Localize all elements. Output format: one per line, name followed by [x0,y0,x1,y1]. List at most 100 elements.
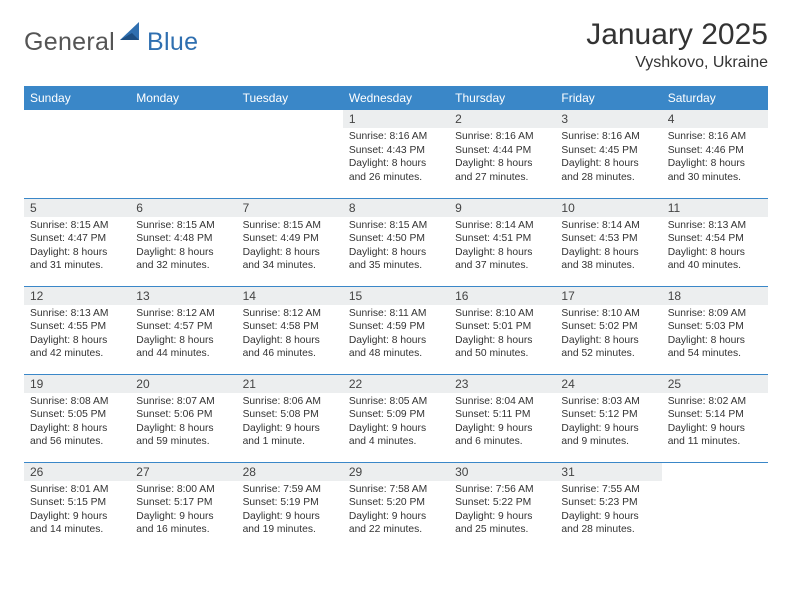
sunrise-text: Sunrise: 8:00 AM [136,483,230,497]
daylight-text: Daylight: 8 hours and 48 minutes. [349,334,443,361]
day-number: 26 [24,463,130,481]
calendar-cell: 17Sunrise: 8:10 AMSunset: 5:02 PMDayligh… [555,286,661,374]
sunset-text: Sunset: 5:12 PM [561,408,655,422]
day-details: Sunrise: 8:12 AMSunset: 4:57 PMDaylight:… [130,305,236,365]
calendar-cell: 4Sunrise: 8:16 AMSunset: 4:46 PMDaylight… [662,110,768,198]
day-number: 16 [449,287,555,305]
day-details: Sunrise: 8:15 AMSunset: 4:49 PMDaylight:… [237,217,343,277]
daylight-text: Daylight: 8 hours and 27 minutes. [455,157,549,184]
calendar-cell: 12Sunrise: 8:13 AMSunset: 4:55 PMDayligh… [24,286,130,374]
calendar-cell: 28Sunrise: 7:59 AMSunset: 5:19 PMDayligh… [237,462,343,550]
calendar-cell: 1Sunrise: 8:16 AMSunset: 4:43 PMDaylight… [343,110,449,198]
day-number: 9 [449,199,555,217]
day-details: Sunrise: 8:10 AMSunset: 5:02 PMDaylight:… [555,305,661,365]
day-details: Sunrise: 8:15 AMSunset: 4:47 PMDaylight:… [24,217,130,277]
calendar-table: SundayMondayTuesdayWednesdayThursdayFrid… [24,86,768,550]
sunrise-text: Sunrise: 8:13 AM [30,307,124,321]
calendar-cell: 24Sunrise: 8:03 AMSunset: 5:12 PMDayligh… [555,374,661,462]
day-number: 5 [24,199,130,217]
calendar-cell: 13Sunrise: 8:12 AMSunset: 4:57 PMDayligh… [130,286,236,374]
calendar-week: 26Sunrise: 8:01 AMSunset: 5:15 PMDayligh… [24,462,768,550]
sunset-text: Sunset: 5:01 PM [455,320,549,334]
calendar-week: 12Sunrise: 8:13 AMSunset: 4:55 PMDayligh… [24,286,768,374]
calendar-cell: 10Sunrise: 8:14 AMSunset: 4:53 PMDayligh… [555,198,661,286]
day-details: Sunrise: 8:04 AMSunset: 5:11 PMDaylight:… [449,393,555,453]
sunset-text: Sunset: 5:09 PM [349,408,443,422]
daylight-text: Daylight: 9 hours and 22 minutes. [349,510,443,537]
daylight-text: Daylight: 8 hours and 38 minutes. [561,246,655,273]
day-number: 24 [555,375,661,393]
calendar-cell [130,110,236,198]
sunrise-text: Sunrise: 8:16 AM [668,130,762,144]
daylight-text: Daylight: 8 hours and 54 minutes. [668,334,762,361]
daylight-text: Daylight: 9 hours and 1 minute. [243,422,337,449]
sunrise-text: Sunrise: 8:15 AM [349,219,443,233]
calendar-cell: 21Sunrise: 8:06 AMSunset: 5:08 PMDayligh… [237,374,343,462]
sunset-text: Sunset: 4:51 PM [455,232,549,246]
sunrise-text: Sunrise: 8:11 AM [349,307,443,321]
calendar-cell: 26Sunrise: 8:01 AMSunset: 5:15 PMDayligh… [24,462,130,550]
day-number: 1 [343,110,449,128]
sunset-text: Sunset: 4:43 PM [349,144,443,158]
sunrise-text: Sunrise: 7:55 AM [561,483,655,497]
day-details: Sunrise: 7:58 AMSunset: 5:20 PMDaylight:… [343,481,449,541]
calendar-cell: 5Sunrise: 8:15 AMSunset: 4:47 PMDaylight… [24,198,130,286]
sunset-text: Sunset: 4:48 PM [136,232,230,246]
day-details: Sunrise: 8:06 AMSunset: 5:08 PMDaylight:… [237,393,343,453]
sunset-text: Sunset: 4:53 PM [561,232,655,246]
day-number: 19 [24,375,130,393]
logo-sail-icon [117,20,147,49]
calendar-week: 1 Sunrise: 8:16 AM Sunset: 4:43 PM Daylight… [24,110,768,198]
sunset-text: Sunset: 5:23 PM [561,496,655,510]
sunrise-text: Sunrise: 8:16 AM [561,130,655,144]
sunrise-text: Sunrise: 8:10 AM [455,307,549,321]
day-number: 15 [343,287,449,305]
calendar-cell: 8Sunrise: 8:15 AMSunset: 4:50 PMDaylight… [343,198,449,286]
day-details: Sunrise: 8:16 AMSunset: 4:44 PMDaylight:… [449,128,555,188]
sunrise-text: Sunrise: 7:59 AM [243,483,337,497]
calendar-cell: 25Sunrise: 8:02 AMSunset: 5:14 PMDayligh… [662,374,768,462]
calendar-cell [237,110,343,198]
sunrise-text: Sunrise: 8:12 AM [243,307,337,321]
day-details: Sunrise: 7:59 AMSunset: 5:19 PMDaylight:… [237,481,343,541]
daylight-text: Daylight: 8 hours and 37 minutes. [455,246,549,273]
daylight-text: Daylight: 9 hours and 28 minutes. [561,510,655,537]
day-number: 8 [343,199,449,217]
day-number: 27 [130,463,236,481]
sunset-text: Sunset: 4:44 PM [455,144,549,158]
day-details: Sunrise: 8:01 AMSunset: 5:15 PMDaylight:… [24,481,130,541]
calendar-cell: 14Sunrise: 8:12 AMSunset: 4:58 PMDayligh… [237,286,343,374]
day-details: Sunrise: 8:14 AMSunset: 4:51 PMDaylight:… [449,217,555,277]
daylight-text: Daylight: 8 hours and 46 minutes. [243,334,337,361]
calendar-cell: 7Sunrise: 8:15 AMSunset: 4:49 PMDaylight… [237,198,343,286]
day-details: Sunrise: 8:13 AMSunset: 4:54 PMDaylight:… [662,217,768,277]
day-number: 14 [237,287,343,305]
day-number: 3 [555,110,661,128]
sunrise-text: Sunrise: 7:56 AM [455,483,549,497]
sunset-text: Sunset: 4:49 PM [243,232,337,246]
location: Vyshkovo, Ukraine [586,54,768,72]
day-details: Sunrise: 8:16 AMSunset: 4:45 PMDaylight:… [555,128,661,188]
day-details: Sunrise: 8:16 AMSunset: 4:46 PMDaylight:… [662,128,768,188]
day-header: Saturday [662,86,768,110]
sunset-text: Sunset: 5:06 PM [136,408,230,422]
calendar-cell: 18Sunrise: 8:09 AMSunset: 5:03 PMDayligh… [662,286,768,374]
calendar-cell: 15Sunrise: 8:11 AMSunset: 4:59 PMDayligh… [343,286,449,374]
sunset-text: Sunset: 5:15 PM [30,496,124,510]
sunset-text: Sunset: 5:19 PM [243,496,337,510]
day-number: 10 [555,199,661,217]
logo: General Blue [24,28,198,57]
day-header: Monday [130,86,236,110]
daylight-text: Daylight: 8 hours and 28 minutes. [561,157,655,184]
sunset-text: Sunset: 5:20 PM [349,496,443,510]
day-number: 28 [237,463,343,481]
calendar-cell: 16Sunrise: 8:10 AMSunset: 5:01 PMDayligh… [449,286,555,374]
day-header: Sunday [24,86,130,110]
day-number: 22 [343,375,449,393]
calendar-cell: 20Sunrise: 8:07 AMSunset: 5:06 PMDayligh… [130,374,236,462]
day-details: Sunrise: 8:09 AMSunset: 5:03 PMDaylight:… [662,305,768,365]
sunrise-text: Sunrise: 8:04 AM [455,395,549,409]
day-details: Sunrise: 8:15 AMSunset: 4:50 PMDaylight:… [343,217,449,277]
sunset-text: Sunset: 5:05 PM [30,408,124,422]
daylight-text: Daylight: 8 hours and 31 minutes. [30,246,124,273]
